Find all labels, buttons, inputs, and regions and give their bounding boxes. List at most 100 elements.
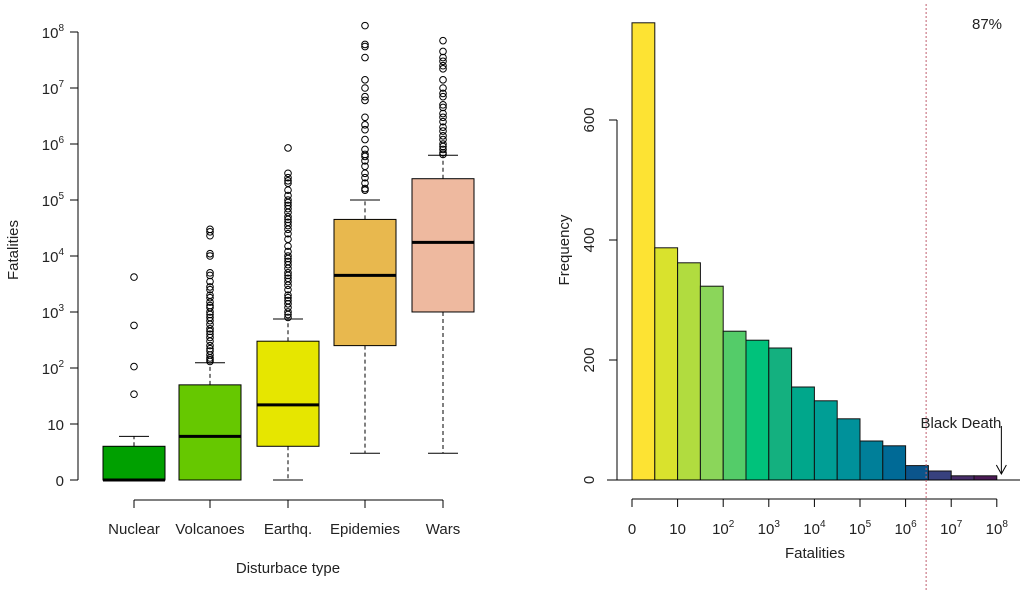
y-tick-label: 108 — [42, 23, 65, 42]
y-axis-title: Fatalities — [5, 220, 22, 280]
x-tick-label: 106 — [894, 519, 917, 538]
outlier-point — [439, 65, 447, 73]
x-tick-label-base: 0 — [628, 521, 636, 538]
outlier-point — [439, 101, 447, 109]
x-tick-label: Earthq. — [264, 521, 312, 538]
outlier-point — [439, 127, 447, 135]
outlier-point — [361, 40, 369, 49]
y-tick-label-base: 10 — [42, 81, 59, 98]
y-tick-label: 103 — [42, 303, 65, 322]
outlier-point — [206, 293, 214, 302]
histogram-bar — [927, 470, 952, 481]
y-tick-label-exponent: 5 — [58, 191, 64, 202]
y-tick-label-exponent: 3 — [58, 303, 64, 314]
outlier-point — [206, 228, 214, 236]
outlier-point — [361, 186, 369, 194]
histogram-bar — [654, 247, 679, 481]
box-wars — [411, 36, 475, 454]
outlier-point — [439, 117, 447, 126]
x-tick-label-exponent: 7 — [957, 519, 963, 530]
outlier-point — [284, 269, 292, 277]
outlier-point — [361, 113, 369, 122]
outlier-point — [284, 291, 292, 299]
x-tick-label-exponent: 4 — [820, 519, 826, 530]
outlier-point — [439, 61, 447, 70]
x-axis-title: Fatalities — [785, 545, 845, 562]
outlier-point — [206, 277, 214, 286]
y-tick-label-base: 10 — [42, 249, 59, 266]
histogram-bar — [768, 347, 793, 481]
y-tick-label-base: 10 — [42, 361, 59, 378]
outlier-point — [284, 229, 292, 238]
outlier-point — [284, 277, 292, 286]
outlier-point — [361, 84, 369, 92]
histogram-bar — [950, 475, 975, 481]
x-axis-title: Disturbace type — [236, 560, 340, 577]
outlier-point — [206, 341, 214, 350]
box-iqr — [178, 384, 242, 481]
outlier-point — [206, 249, 214, 258]
outlier-point — [206, 298, 214, 306]
y-tick-label-exponent: 7 — [58, 79, 64, 90]
x-tick-label-exponent: 5 — [866, 519, 872, 530]
histogram-bar — [699, 285, 724, 481]
y-tick-label-base: 10 — [42, 137, 59, 154]
x-tick-label: Epidemies — [330, 521, 400, 538]
outlier-point — [284, 242, 292, 250]
x-tick-label-exponent: 2 — [729, 519, 735, 530]
outlier-point — [284, 221, 292, 230]
x-tick-label: 107 — [940, 519, 963, 538]
outlier-point — [284, 144, 292, 152]
outlier-point — [439, 84, 447, 92]
x-tick-label-base: 10 — [986, 521, 1003, 538]
y-tick-label: 106 — [42, 135, 65, 154]
x-tick-label-exponent: 3 — [774, 519, 780, 530]
box-epidemies — [333, 21, 397, 454]
y-tick-label-base: 10 — [42, 193, 59, 210]
y-tick-label: 0 — [56, 473, 64, 490]
histogram-bar — [813, 400, 838, 481]
y-tick-label-base: 0 — [56, 473, 64, 490]
histogram-bar — [722, 330, 747, 481]
x-tick-label-base: 10 — [894, 521, 911, 538]
outlier-point — [206, 285, 214, 294]
x-tick-label-base: 10 — [803, 521, 820, 538]
outlier-point — [284, 299, 292, 308]
outlier-point — [439, 53, 447, 62]
y-tick-label: 10 — [47, 417, 64, 434]
x-tick-label-base: 10 — [940, 521, 957, 538]
outlier-point — [206, 327, 214, 336]
outlier-point — [439, 57, 447, 66]
x-tick-label: 103 — [758, 519, 781, 538]
outlier-point — [439, 76, 447, 84]
x-tick-label: Wars — [426, 521, 460, 538]
y-tick-label: 102 — [42, 359, 65, 378]
outlier-point — [130, 390, 138, 399]
histogram-bar — [973, 475, 998, 481]
y-tick-label-base: 10 — [42, 25, 59, 42]
x-tick-label: 102 — [712, 519, 735, 538]
box-iqr — [102, 445, 166, 481]
outlier-point — [206, 252, 214, 260]
outlier-point — [439, 113, 447, 122]
histogram-bar — [882, 445, 907, 481]
outlier-point — [206, 316, 214, 325]
outlier-point — [439, 47, 447, 56]
x-tick-label-base: 10 — [712, 521, 729, 538]
histogram-bar — [631, 22, 656, 481]
y-tick-label-base: 10 — [47, 417, 64, 434]
outlier-point — [284, 285, 292, 294]
outlier-point — [439, 132, 447, 140]
outlier-point — [206, 357, 214, 366]
x-tick-label: Volcanoes — [175, 521, 244, 538]
x-tick-label-exponent: 6 — [911, 519, 917, 530]
outlier-point — [361, 152, 369, 161]
percent-label: 87% — [972, 16, 1002, 33]
outlier-point — [284, 252, 292, 260]
outlier-point — [206, 269, 214, 277]
box-iqr — [256, 340, 320, 447]
y-tick-label-exponent: 8 — [58, 23, 64, 34]
outlier-point — [206, 333, 214, 342]
